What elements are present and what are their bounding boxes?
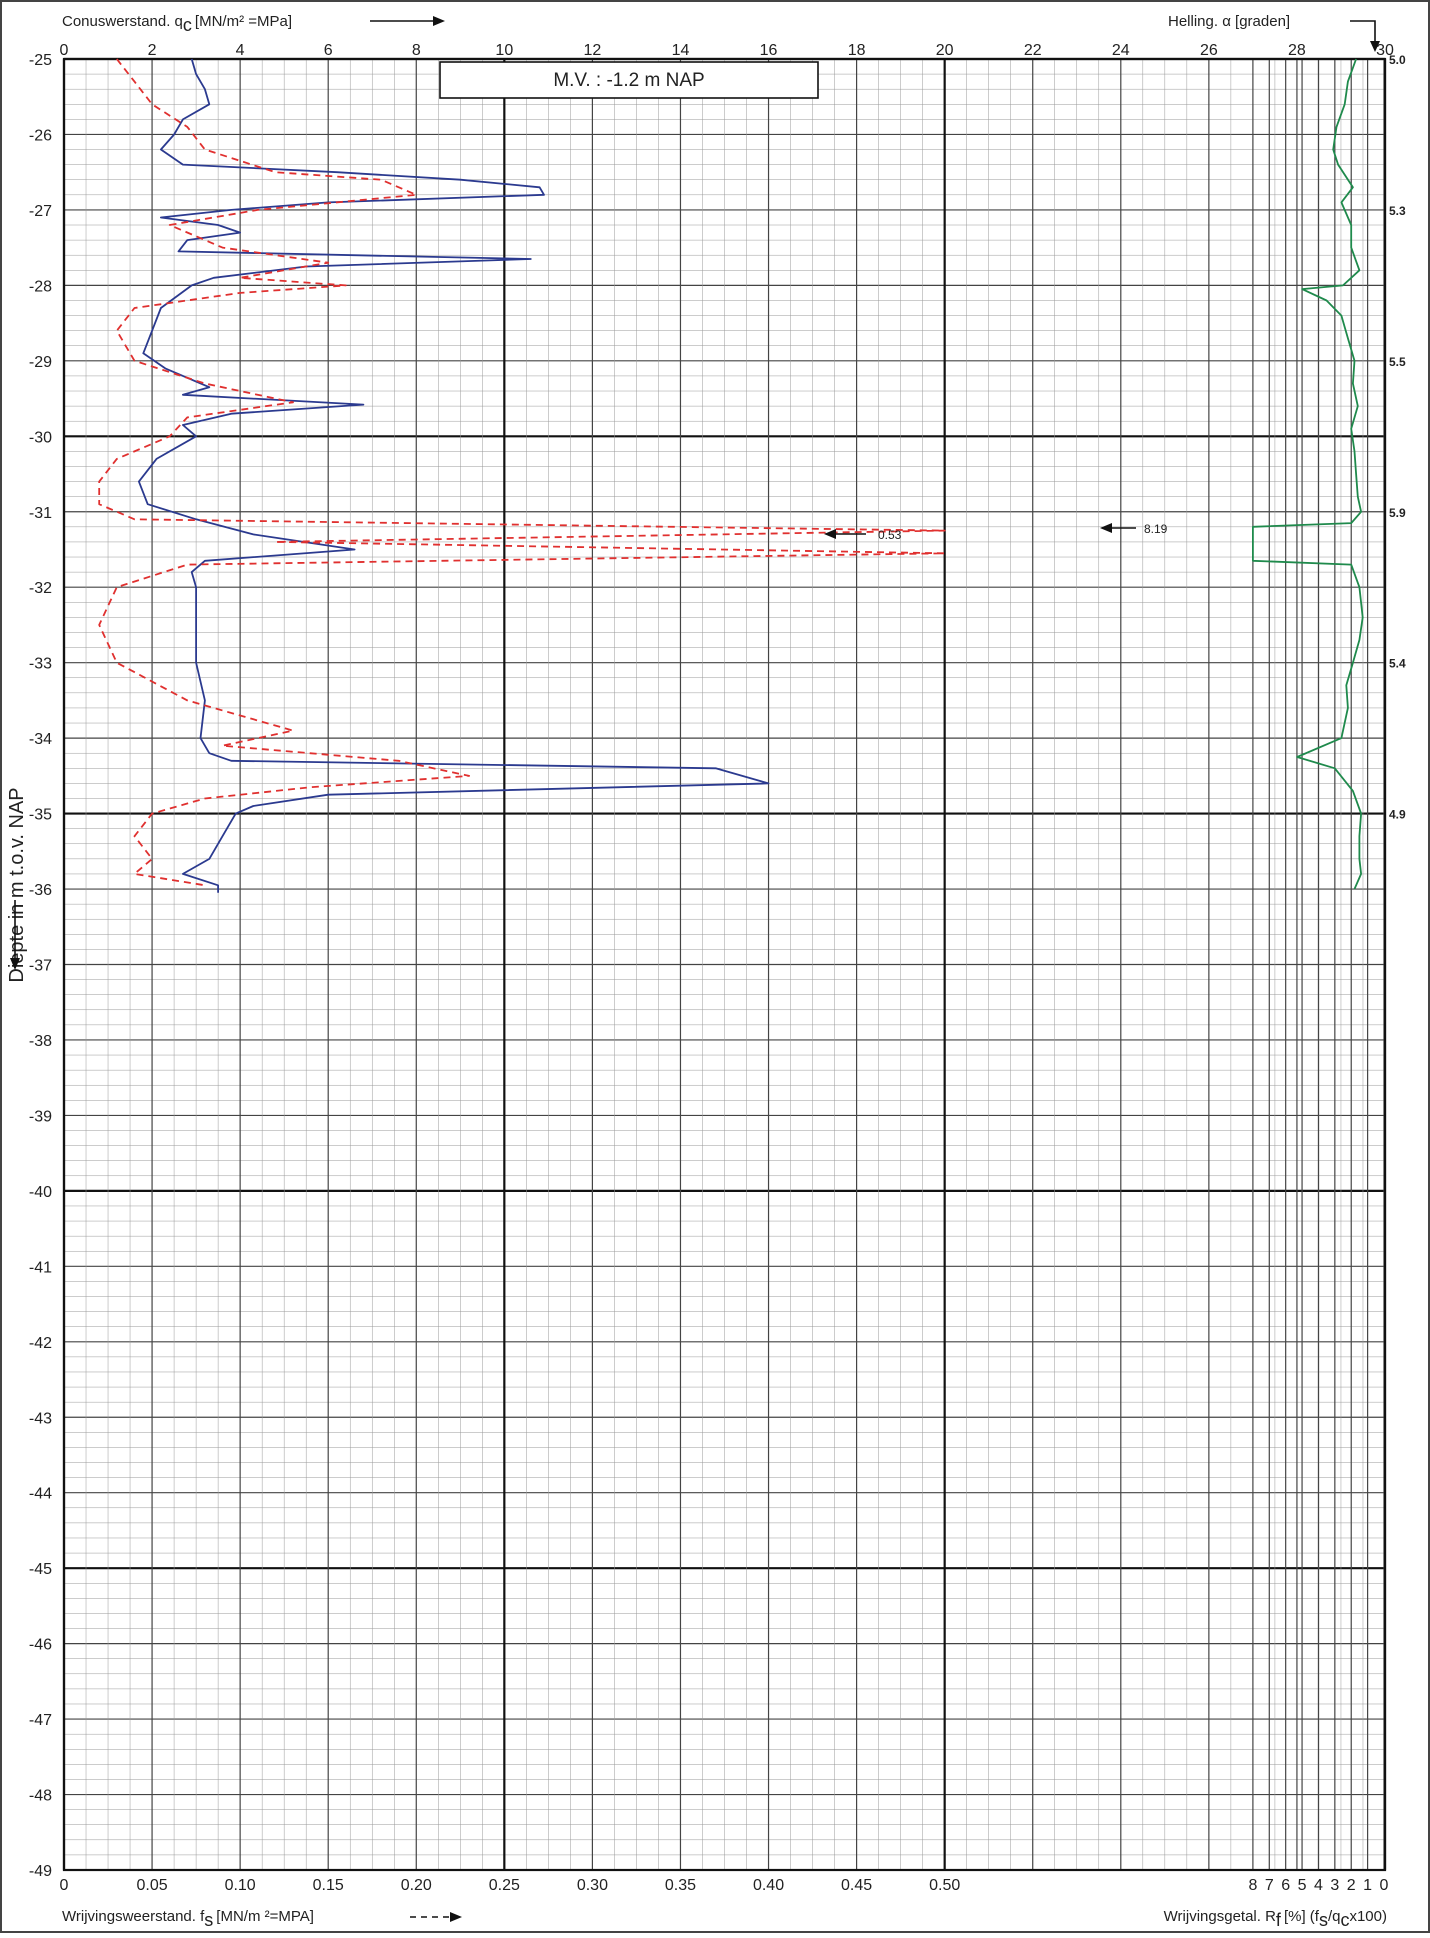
qc-tick-label: 30 <box>1376 42 1394 59</box>
helling-value-label: 5.3 <box>1389 204 1406 218</box>
depth-tick-label: -33 <box>29 656 52 673</box>
depth-tick-label: -48 <box>29 1788 52 1805</box>
depth-tick-label: -42 <box>29 1335 52 1352</box>
data-series <box>98 58 1364 893</box>
fs-tick-label: 0.35 <box>665 1877 696 1894</box>
qc-tick-label: 28 <box>1288 42 1306 59</box>
rf-axis-title: Wrijvingsgetal. Rf [%] (fs/qcx100) <box>1164 1908 1387 1930</box>
helling-arrowhead-icon <box>1370 41 1380 52</box>
depth-tick-label: -30 <box>29 429 52 446</box>
qc-tick-label: 26 <box>1200 42 1218 59</box>
fs-arrowhead-icon <box>450 1912 462 1922</box>
qc-tick-label: 16 <box>760 42 778 59</box>
mv-box <box>439 61 819 99</box>
rf-tick-label: 8 <box>1248 1877 1257 1894</box>
qc-series-line <box>137 58 770 893</box>
qc-tick-label: 14 <box>672 42 690 59</box>
rf-tick-label: 1 <box>1363 1877 1372 1894</box>
depth-tick-label: -34 <box>29 731 52 748</box>
fs-tick-label: 0.50 <box>929 1877 960 1894</box>
qc-tick-label: 2 <box>148 42 157 59</box>
fs-axis-title: Wrijvingsweerstand. fs [MN/m ²=MPA] <box>62 1908 314 1930</box>
helling-value-label: 5.0 <box>1389 53 1406 67</box>
rf-tick-label: 7 <box>1265 1877 1274 1894</box>
fs-tick-label: 0.25 <box>489 1877 520 1894</box>
depth-tick-label: -47 <box>29 1712 52 1729</box>
rf-tick-label: 2 <box>1347 1877 1356 1894</box>
qc-arrowhead-icon <box>433 16 445 26</box>
helling-value-label: 4.9 <box>1389 808 1406 822</box>
rf-clip-annotation: 8.19 <box>1100 522 1168 536</box>
depth-tick-label: -40 <box>29 1184 52 1201</box>
fs-clip-annotation: 0.53 <box>824 528 902 542</box>
qc-tick-label: 22 <box>1024 42 1042 59</box>
helling-arrow-icon <box>1350 20 1376 45</box>
plot-border <box>62 57 1387 1872</box>
fs-tick-label: 0.30 <box>577 1877 608 1894</box>
qc-tick-label: 20 <box>936 42 954 59</box>
depth-tick-label: -25 <box>29 52 52 69</box>
depth-tick-label: -36 <box>29 882 52 899</box>
rf-tick-label: 4 <box>1314 1877 1323 1894</box>
helling-value-label: 5.5 <box>1389 355 1406 369</box>
grid <box>62 57 1387 1872</box>
fs-tick-label: 0.05 <box>136 1877 167 1894</box>
helling-value-label: 5.9 <box>1389 506 1406 520</box>
depth-tick-label: -31 <box>29 505 52 522</box>
rf-tick-label: 3 <box>1330 1877 1339 1894</box>
fs-clip-arrowhead-icon <box>824 529 836 539</box>
depth-tick-label: -38 <box>29 1033 52 1050</box>
qc-tick-label: 24 <box>1112 42 1130 59</box>
fs-tick-label: 0 <box>60 1877 69 1894</box>
rf-tick-label: 6 <box>1281 1877 1290 1894</box>
depth-tick-label: -28 <box>29 278 52 295</box>
depth-tick-label: -39 <box>29 1108 52 1125</box>
axes: 0 2 4 6 8 10 12 14 16 18 20 22 24 26 28 300 0.05 0.10 0.15… <box>29 42 1406 1894</box>
depth-arrowhead-icon <box>10 958 20 970</box>
helling-value-label: 5.4 <box>1389 657 1406 671</box>
qc-axis-title: Conuswerstand. qc [MN/m² =MPa] <box>62 13 292 35</box>
qc-tick-label: 12 <box>584 42 602 59</box>
depth-tick-label: -45 <box>29 1561 52 1578</box>
rf-tick-label: 0 <box>1380 1877 1389 1894</box>
depth-tick-label: -49 <box>29 1863 52 1880</box>
depth-tick-label: -46 <box>29 1637 52 1654</box>
depth-tick-label: -43 <box>29 1410 52 1427</box>
fs-tick-label: 0.45 <box>841 1877 872 1894</box>
depth-tick-label: -44 <box>29 1486 52 1503</box>
depth-tick-label: -26 <box>29 127 52 144</box>
depth-tick-label: -35 <box>29 807 52 824</box>
mv-label: M.V. : -1.2 m NAP <box>553 70 704 91</box>
rf-series-line <box>1252 58 1364 890</box>
rf-clip-label: 8.19 <box>1144 522 1168 536</box>
depth-tick-label: -37 <box>29 958 52 975</box>
depth-axis-title: Diepte in m t.o.v. NAP <box>6 787 28 982</box>
qc-tick-label: 4 <box>236 42 245 59</box>
rf-clip-arrowhead-icon <box>1100 523 1112 533</box>
fs-series-line <box>98 58 946 887</box>
qc-tick-label: 18 <box>848 42 866 59</box>
helling-axis-title: Helling. α [graden] <box>1168 13 1290 30</box>
depth-tick-label: -41 <box>29 1259 52 1276</box>
rf-tick-label: 5 <box>1298 1877 1307 1894</box>
depth-tick-label: -29 <box>29 354 52 371</box>
fs-clip-label: 0.53 <box>878 528 902 542</box>
fs-tick-label: 0.40 <box>753 1877 784 1894</box>
qc-tick-label: 8 <box>412 42 421 59</box>
fs-tick-label: 0.15 <box>313 1877 344 1894</box>
qc-tick-label: 6 <box>324 42 333 59</box>
depth-tick-label: -27 <box>29 203 52 220</box>
depth-tick-label: -32 <box>29 580 52 597</box>
qc-tick-label: 10 <box>495 42 513 59</box>
fs-tick-label: 0.20 <box>401 1877 432 1894</box>
qc-tick-label: 0 <box>60 42 69 59</box>
fs-tick-label: 0.10 <box>225 1877 256 1894</box>
